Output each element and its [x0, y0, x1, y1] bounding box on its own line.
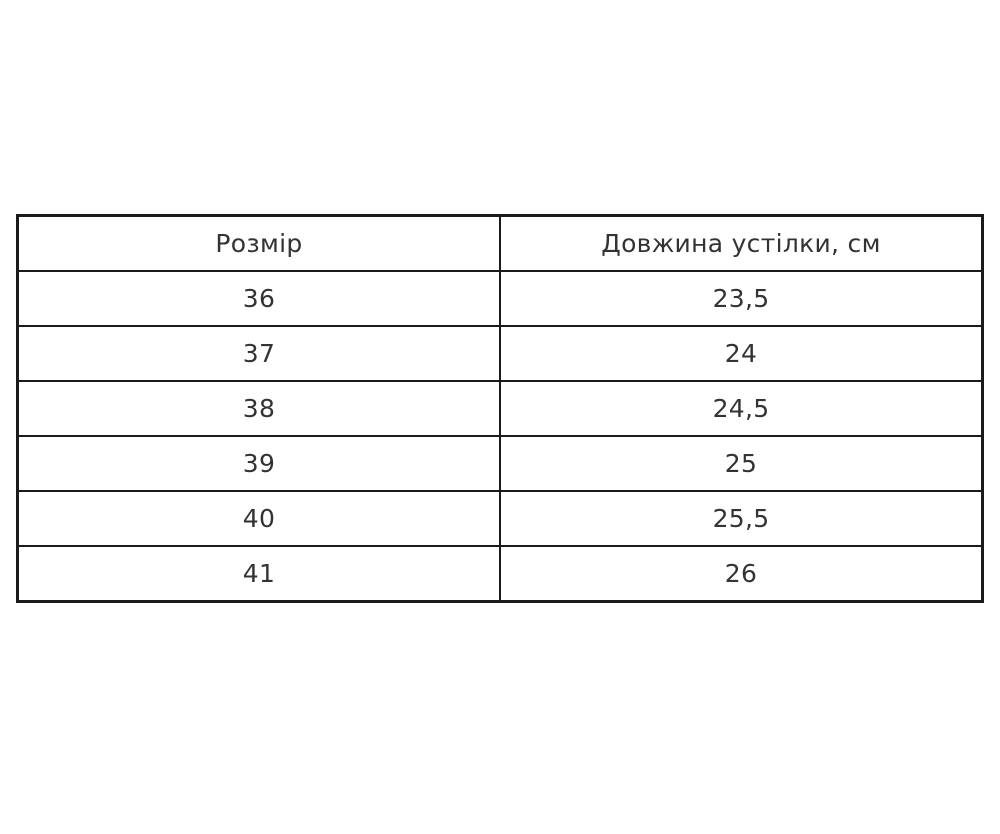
header-row: Розмір Довжина устілки, см [16, 214, 984, 272]
column-header-size: Розмір [16, 214, 501, 272]
length-cell: 23,5 [499, 270, 984, 327]
length-cell: 24,5 [499, 380, 984, 437]
size-cell: 41 [16, 545, 501, 603]
table-body: 36 23,5 37 24 38 24,5 39 25 40 25,5 41 2… [16, 270, 984, 603]
size-cell: 36 [16, 270, 501, 327]
size-cell: 38 [16, 380, 501, 437]
table-header: Розмір Довжина устілки, см [16, 214, 984, 272]
length-cell: 26 [499, 545, 984, 603]
table-row: 39 25 [16, 435, 984, 492]
table-row: 41 26 [16, 545, 984, 603]
length-cell: 24 [499, 325, 984, 382]
column-header-insole-length: Довжина устілки, см [499, 214, 984, 272]
size-cell: 37 [16, 325, 501, 382]
size-chart-table: Розмір Довжина устілки, см 36 23,5 37 24… [16, 214, 984, 603]
size-cell: 39 [16, 435, 501, 492]
length-cell: 25,5 [499, 490, 984, 547]
table-row: 36 23,5 [16, 270, 984, 327]
length-cell: 25 [499, 435, 984, 492]
table-row: 40 25,5 [16, 490, 984, 547]
size-cell: 40 [16, 490, 501, 547]
table-row: 38 24,5 [16, 380, 984, 437]
table-row: 37 24 [16, 325, 984, 382]
